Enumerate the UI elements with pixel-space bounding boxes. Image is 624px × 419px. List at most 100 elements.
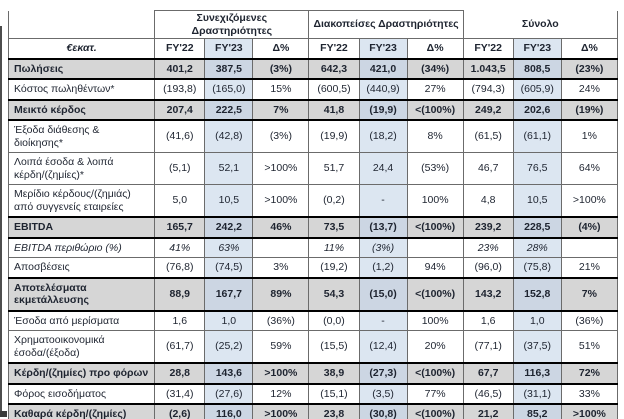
cell-value: (15,0) [358, 276, 408, 312]
cell-value: 12% [252, 383, 310, 405]
cell-value: 51,7 [308, 152, 360, 185]
cell-value: (25,2) [204, 330, 254, 364]
unit-header: €εκατ. [7, 38, 156, 60]
cell-value: 100% [406, 184, 464, 218]
col-header-fy22: FY'22 [462, 38, 514, 60]
cell-value: 1% [560, 119, 619, 153]
cell-value: (27,6) [204, 383, 254, 405]
cell-value: 1.043,5 [462, 57, 514, 80]
col-header-fy23: FY'23 [358, 38, 408, 60]
row-label: Έξοδα διάθεσης & διοίκησης* [7, 119, 156, 153]
cell-value: 222,5 [204, 98, 254, 121]
cell-value: (165,0) [204, 78, 254, 100]
col-header-fy23: FY'23 [512, 38, 562, 60]
cell-value: (96,0) [462, 257, 514, 278]
table-row: Καθαρά κέρδη/(ζημίες) (2,6) 116,0 >100% … [7, 403, 619, 419]
cell-value: (1,2) [358, 257, 408, 278]
cell-value: 421,0 [358, 57, 408, 80]
cell-value: (61,1) [512, 119, 562, 153]
cell-value: 808,5 [512, 57, 562, 80]
table-row: Μεικτό κέρδος 207,4 222,5 7% 41,8 (19,9)… [7, 98, 619, 121]
row-label: EBITDA περιθώριο (%) [7, 237, 156, 258]
table-row: Χρηματοοικονομικά έσοδα/(έξοδα) (61,7) (… [7, 330, 619, 364]
col-header-fy22: FY'22 [154, 38, 206, 60]
cell-value: 10,5 [204, 184, 254, 218]
cell-value: 94% [406, 257, 464, 278]
cell-value: (27,3) [358, 362, 408, 385]
cell-value: <(100%) [406, 362, 464, 385]
col-header-fy23: FY'23 [204, 38, 254, 60]
cell-value: <(100%) [406, 276, 464, 312]
table-body: Πωλήσεις 401,2 387,5 (3%) 642,3 421,0 (3… [7, 57, 619, 419]
cell-value: 202,6 [512, 98, 562, 121]
corner-cell [7, 10, 156, 39]
cell-value: 3% [252, 257, 310, 278]
cell-value: 7% [560, 276, 619, 312]
row-label: Αποτελέσματα εκμετάλλευσης [7, 276, 156, 312]
column-header-row: €εκατ. FY'22 FY'23 Δ% FY'22 FY'23 Δ% FY'… [7, 38, 619, 60]
cell-value: (53%) [406, 152, 464, 185]
cell-value: 23% [462, 237, 514, 258]
cell-value: 249,2 [462, 98, 514, 121]
cell-value: 116,0 [204, 403, 254, 419]
row-label: Μεικτό κέρδος [7, 98, 156, 121]
cell-value: (3%) [358, 237, 408, 258]
cell-value: 15% [252, 78, 310, 100]
row-label: Κέρδη/(ζημίες) προ φόρων [7, 362, 156, 385]
cell-value: 38,9 [308, 362, 360, 385]
cell-value: (3%) [252, 57, 310, 80]
table-row: Φόρος εισοδήματος (31,4) (27,6) 12% (15,… [7, 383, 619, 405]
cell-value: <(100%) [406, 98, 464, 121]
cell-value: (605,9) [512, 78, 562, 100]
cell-value: 88,9 [154, 276, 206, 312]
cell-value: 27% [406, 78, 464, 100]
cell-value: 4,8 [462, 184, 514, 218]
cell-value: (0,2) [308, 184, 360, 218]
cell-value: 21% [560, 257, 619, 278]
cell-value: 24% [560, 78, 619, 100]
cell-value: (61,7) [154, 330, 206, 364]
cell-value: (74,5) [204, 257, 254, 278]
row-label: Φόρος εισοδήματος [7, 383, 156, 405]
cell-value: (794,3) [462, 78, 514, 100]
cell-value: 8% [406, 119, 464, 153]
cell-value: (600,5) [308, 78, 360, 100]
cell-value: 7% [252, 98, 310, 121]
cell-value: (3,5) [358, 383, 408, 405]
group-header-continuing: Συνεχιζόμενες Δραστηριότητες [154, 10, 310, 39]
cell-value: (15,1) [308, 383, 360, 405]
cell-value: (0,0) [308, 310, 360, 331]
cell-value: 116,3 [512, 362, 562, 385]
cell-value: >100% [252, 152, 310, 185]
cell-value: (36%) [560, 310, 619, 331]
cell-value: 46% [252, 216, 310, 239]
cell-value: 23,8 [308, 403, 360, 419]
cell-value: (36%) [252, 310, 310, 331]
table-row: Κέρδη/(ζημίες) προ φόρων 28,8 143,6 >100… [7, 362, 619, 385]
cell-value: 207,4 [154, 98, 206, 121]
table-row: Αποσβέσεις (76,8) (74,5) 3% (19,2) (1,2)… [7, 257, 619, 278]
cell-value: - [358, 184, 408, 218]
cell-value: (5,1) [154, 152, 206, 185]
cell-value: 642,3 [308, 57, 360, 80]
table-row: Μερίδιο κέρδους/(ζημιάς) από συγγενείς ε… [7, 184, 619, 218]
cell-value: 28,8 [154, 362, 206, 385]
cell-value: 165,7 [154, 216, 206, 239]
row-label: Κόστος πωληθέντων* [7, 78, 156, 100]
cell-value: 33% [560, 383, 619, 405]
cell-value: 76,5 [512, 152, 562, 185]
cell-value: (19%) [560, 98, 619, 121]
cell-value: (77,1) [462, 330, 514, 364]
cell-value: 51% [560, 330, 619, 364]
cell-value: (19,2) [308, 257, 360, 278]
cell-value: 24,4 [358, 152, 408, 185]
cell-value: (193,8) [154, 78, 206, 100]
cell-value: 20% [406, 330, 464, 364]
cell-value: 54,3 [308, 276, 360, 312]
cell-value: (19,9) [358, 98, 408, 121]
cell-value: (440,9) [358, 78, 408, 100]
cell-value: 1,6 [462, 310, 514, 331]
col-header-delta: Δ% [406, 38, 464, 60]
cell-value: (19,9) [308, 119, 360, 153]
